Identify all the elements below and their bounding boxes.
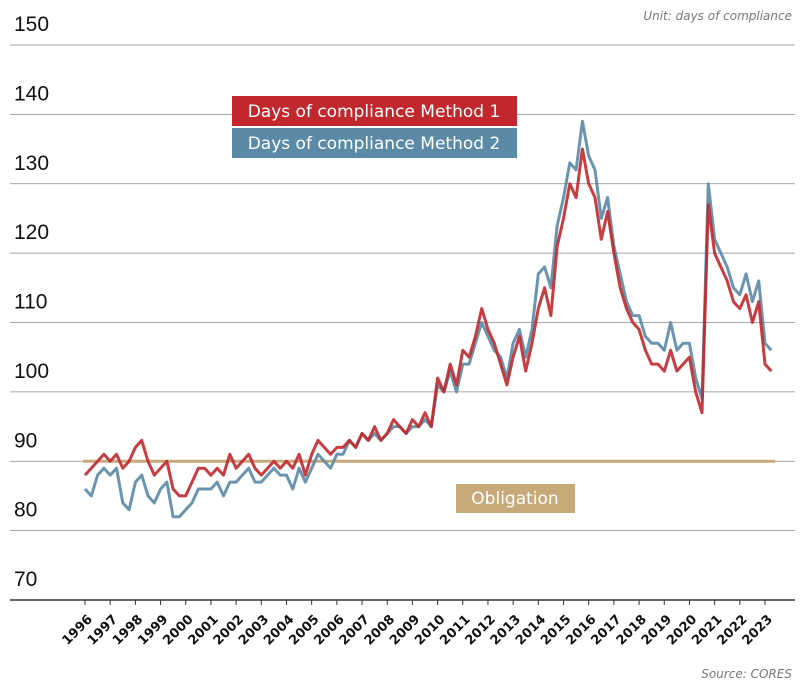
series-line xyxy=(83,147,773,498)
y-tick-label: 110 xyxy=(14,291,47,314)
reference-label: Obligation xyxy=(471,489,558,509)
legend-label: Days of compliance Method 2 xyxy=(248,134,501,154)
y-tick-label: 70 xyxy=(14,568,37,591)
source-note: Source: CORES xyxy=(701,667,792,681)
y-tick-label: 130 xyxy=(14,152,49,175)
y-tick-label: 140 xyxy=(14,82,49,105)
legend-label: Days of compliance Method 1 xyxy=(248,102,501,122)
y-tick-label: 120 xyxy=(14,221,49,244)
y-tick-label: 90 xyxy=(14,429,37,452)
unit-note: Unit: days of compliance xyxy=(643,9,792,23)
legend-box xyxy=(232,96,517,126)
y-tick-label: 100 xyxy=(14,360,49,383)
series-line xyxy=(83,119,773,519)
y-tick-label: 150 xyxy=(14,13,49,36)
y-tick-label: 80 xyxy=(14,499,37,522)
legend-box xyxy=(232,128,517,158)
reference-label-box xyxy=(456,484,575,513)
